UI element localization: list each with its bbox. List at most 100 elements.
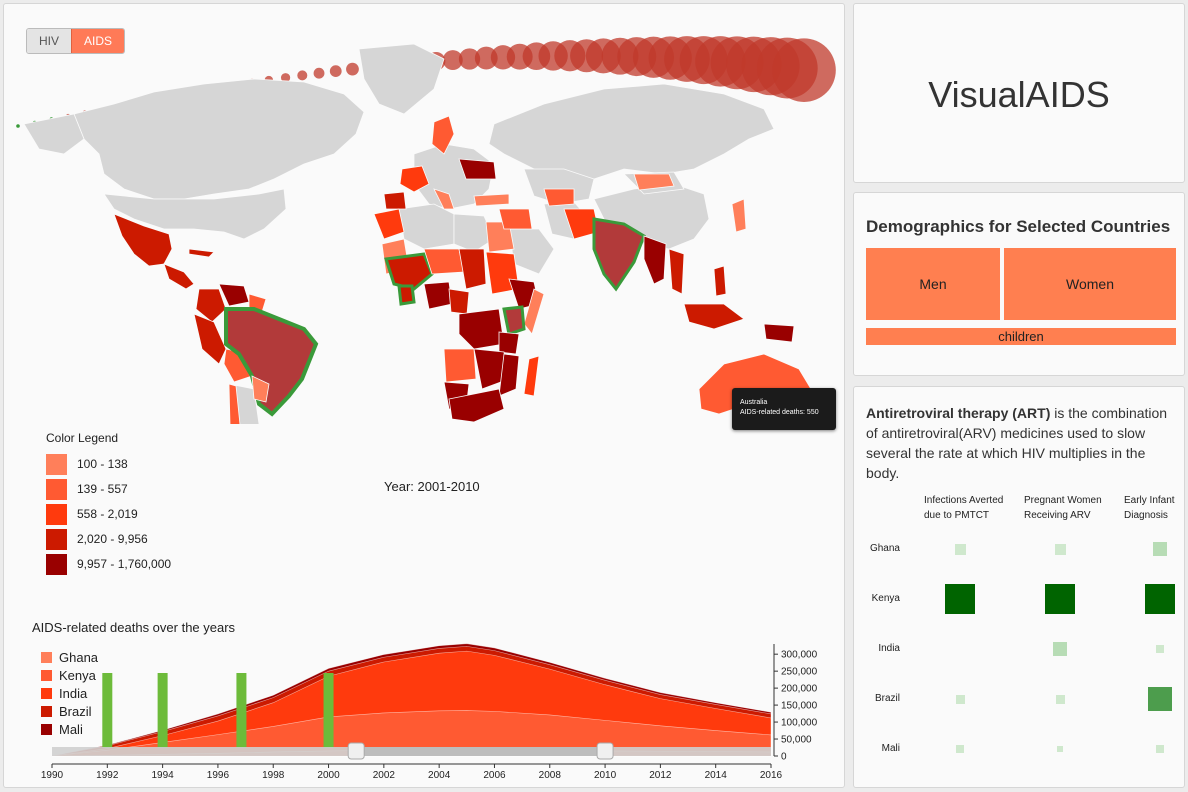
timeline-bubble <box>329 65 342 78</box>
country-kazakhstan[interactable] <box>523 168 595 205</box>
art-cell[interactable] <box>945 584 975 614</box>
country-tanzania[interactable] <box>498 331 520 355</box>
country-vietnam[interactable] <box>668 248 685 295</box>
art-cell[interactable] <box>1055 694 1065 704</box>
country-france[interactable] <box>399 165 430 193</box>
x-tick-label: 2004 <box>428 770 451 781</box>
x-tick-label: 1998 <box>262 770 285 781</box>
art-panel: Antiretroviral therapy (ART) is the comb… <box>853 386 1185 788</box>
timeline-bubble <box>297 70 308 81</box>
legend-label: 9,957 - 1,760,000 <box>77 557 172 571</box>
country-mongolia-colored[interactable] <box>633 173 675 191</box>
title-panel: VisualAIDS <box>853 3 1185 183</box>
country-chile[interactable] <box>228 383 244 424</box>
y-tick-label: 200,000 <box>781 684 818 695</box>
country-spain[interactable] <box>383 191 407 210</box>
highlight-bar <box>236 673 247 748</box>
country-canada[interactable] <box>73 78 365 200</box>
country-kenya[interactable] <box>502 305 526 336</box>
country-angola[interactable] <box>443 348 477 383</box>
country-norway-sweden[interactable] <box>431 115 455 155</box>
men-box[interactable]: Men <box>866 248 1000 320</box>
art-column-header-line: due to PMTCT <box>924 510 990 521</box>
country-somalia[interactable] <box>523 288 545 335</box>
country-madagascar[interactable] <box>523 355 540 397</box>
country-central-america[interactable] <box>163 263 195 290</box>
country-italy[interactable] <box>433 188 455 210</box>
country-uzbekistan[interactable] <box>543 188 575 207</box>
country-iraq-syria[interactable] <box>498 208 533 230</box>
country-congo[interactable] <box>458 308 505 350</box>
stream-legend-label: Mali <box>59 722 83 737</box>
country-png[interactable] <box>763 323 795 343</box>
art-cell[interactable] <box>1045 584 1075 614</box>
country-india[interactable] <box>592 217 646 292</box>
art-cell[interactable] <box>956 745 964 753</box>
highlight-bar <box>102 673 113 748</box>
stream-legend-label: India <box>59 686 88 701</box>
country-alaska[interactable] <box>23 113 85 155</box>
country-japan[interactable] <box>731 198 747 233</box>
country-greenland[interactable] <box>358 43 445 115</box>
aids-toggle-button[interactable]: AIDS <box>71 29 125 53</box>
country-south-africa[interactable] <box>448 388 505 423</box>
timeline-bubble <box>346 62 359 76</box>
art-term: Antiretroviral therapy (ART) <box>866 405 1051 421</box>
country-ghana[interactable] <box>397 284 416 306</box>
x-tick-label: 2010 <box>594 770 617 781</box>
country-egypt[interactable] <box>485 221 515 253</box>
country-myanmar-thailand[interactable] <box>643 235 667 285</box>
stream-area-kenya[interactable] <box>51 710 772 757</box>
art-cell[interactable] <box>955 694 965 704</box>
art-cell[interactable] <box>954 543 966 555</box>
art-cell[interactable] <box>1156 745 1164 753</box>
stream-chart-title: AIDS-related deaths over the years <box>32 620 236 635</box>
country-ukraine[interactable] <box>458 158 497 180</box>
country-libya[interactable] <box>453 213 495 253</box>
art-column-header: Early Infant Diagnosis <box>1124 493 1175 523</box>
country-morocco[interactable] <box>373 208 405 240</box>
stream-legend-swatch <box>41 652 52 663</box>
country-philippines[interactable] <box>713 265 727 297</box>
stream-chart: 1990 1992 1994 1996 1998 2000 2002 2004 2006 2008… <box>41 643 818 781</box>
country-indonesia[interactable] <box>683 303 745 330</box>
y-tick-label: 100,000 <box>781 718 818 729</box>
y-tick-label: 150,000 <box>781 701 818 712</box>
art-description: Antiretroviral therapy (ART) is the comb… <box>866 403 1182 483</box>
children-box[interactable]: children <box>866 328 1176 345</box>
art-cell[interactable] <box>1054 543 1066 555</box>
art-row-label: Kenya <box>871 593 900 604</box>
art-cell[interactable] <box>1053 642 1067 656</box>
women-box[interactable]: Women <box>1004 248 1176 320</box>
hiv-toggle-button[interactable]: HIV <box>27 29 72 53</box>
art-cell[interactable] <box>1057 746 1063 752</box>
legend-swatch <box>46 479 67 500</box>
art-cell[interactable] <box>1148 687 1172 711</box>
country-cuba[interactable] <box>188 248 215 258</box>
timeline-bubble <box>772 38 836 102</box>
country-paraguay-uruguay[interactable] <box>251 375 270 403</box>
brush-selection[interactable] <box>356 747 606 756</box>
art-cell[interactable] <box>1156 645 1164 653</box>
brush-handle[interactable] <box>596 742 614 760</box>
x-tick-label: 2008 <box>539 770 562 781</box>
country-brazil[interactable] <box>224 307 319 417</box>
country-turkey[interactable] <box>473 193 510 207</box>
country-peru[interactable] <box>193 313 227 365</box>
country-russia[interactable] <box>488 83 775 185</box>
legend-label: 2,020 - 9,956 <box>77 532 148 546</box>
x-tick-label: 1992 <box>96 770 119 781</box>
art-row-label: Mali <box>881 743 900 754</box>
brush-handle[interactable] <box>347 742 365 760</box>
country-mali[interactable] <box>384 252 434 291</box>
country-usa[interactable] <box>103 188 287 240</box>
country-mozambique[interactable] <box>498 353 520 397</box>
highlight-bar <box>323 673 334 748</box>
country-chad[interactable] <box>458 248 487 290</box>
art-cell[interactable] <box>1153 542 1167 556</box>
timeline-bubble <box>458 48 481 70</box>
art-cell[interactable] <box>1145 584 1175 614</box>
stream-legend-label: Kenya <box>59 668 96 683</box>
country-colombia[interactable] <box>195 288 227 323</box>
data-toggle[interactable]: HIV AIDS <box>26 28 126 54</box>
